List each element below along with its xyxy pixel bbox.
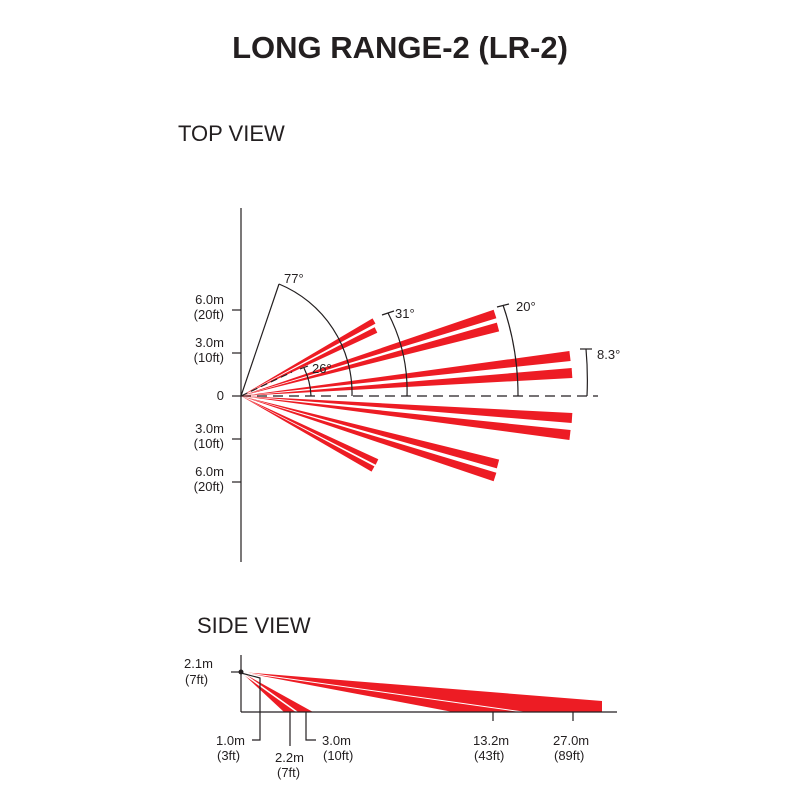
axis-label-ft: (10ft) <box>194 436 224 451</box>
axis-label-ft: (20ft) <box>194 307 224 322</box>
angle-26-dashed-line <box>240 371 293 397</box>
detection-beam <box>241 322 500 396</box>
axis-label-ft: (20ft) <box>194 479 224 494</box>
distance-label-m: 3.0m <box>322 733 351 748</box>
side-view: 2.1m (7ft) 1.0m (3ft) 2.2m (7ft) 3.0m (1… <box>184 655 617 780</box>
top-view: 6.0m(20ft)3.0m(10ft)03.0m(10ft)6.0m(20ft… <box>194 208 620 562</box>
axis-label-m: 3.0m <box>195 335 224 350</box>
axis-label-m: 6.0m <box>195 292 224 307</box>
distance-label-ft: (43ft) <box>474 748 504 763</box>
distance-label-m: 27.0m <box>553 733 589 748</box>
distance-label-ft: (10ft) <box>323 748 353 763</box>
detection-beam <box>241 396 375 472</box>
angle-31-label: 31° <box>395 306 415 321</box>
distance-label-m: 1.0m <box>216 733 245 748</box>
height-label-m: 2.1m <box>184 656 213 671</box>
axis-label-m: 6.0m <box>195 464 224 479</box>
detection-beam <box>241 396 500 469</box>
distance-label-ft: (89ft) <box>554 748 584 763</box>
angle-77-label: 77° <box>284 271 304 286</box>
diagram-title: LONG RANGE-2 (LR-2) <box>232 30 568 65</box>
angle-26-label: 26° <box>312 361 332 376</box>
detection-beam <box>241 396 379 465</box>
short-beam-divider <box>240 671 298 713</box>
angle-20-arc <box>502 304 519 397</box>
angle-8-arc <box>585 348 588 397</box>
side-view-heading: SIDE VIEW <box>197 613 311 638</box>
top-view-heading: TOP VIEW <box>178 121 285 146</box>
angle-77-line <box>240 283 280 397</box>
axis-label-ft: (10ft) <box>194 350 224 365</box>
marker-3m <box>305 712 316 741</box>
distance-label-m: 13.2m <box>473 733 509 748</box>
height-label-ft: (7ft) <box>185 672 208 687</box>
detection-beam <box>241 309 497 396</box>
long-range-beam <box>241 672 602 712</box>
distance-label-ft: (3ft) <box>217 748 240 763</box>
short-range-beam <box>241 672 313 712</box>
detection-beam <box>241 396 571 440</box>
angle-8-label: 8.3° <box>597 347 620 362</box>
axis-label-m: 3.0m <box>195 421 224 436</box>
distance-label-m: 2.2m <box>275 750 304 765</box>
angle-77-arc <box>278 283 353 397</box>
angle-26-arc <box>303 367 312 397</box>
detection-beam <box>241 396 497 482</box>
axis-label-m: 0 <box>217 388 224 403</box>
long-beam-divider <box>240 671 524 713</box>
detection-beam <box>241 396 573 423</box>
detection-beam <box>241 327 378 396</box>
distance-label-ft: (7ft) <box>277 765 300 780</box>
angle-31-arc <box>387 312 408 397</box>
marker-1m <box>240 672 261 741</box>
angle-20-label: 20° <box>516 299 536 314</box>
detection-beam <box>241 318 376 396</box>
